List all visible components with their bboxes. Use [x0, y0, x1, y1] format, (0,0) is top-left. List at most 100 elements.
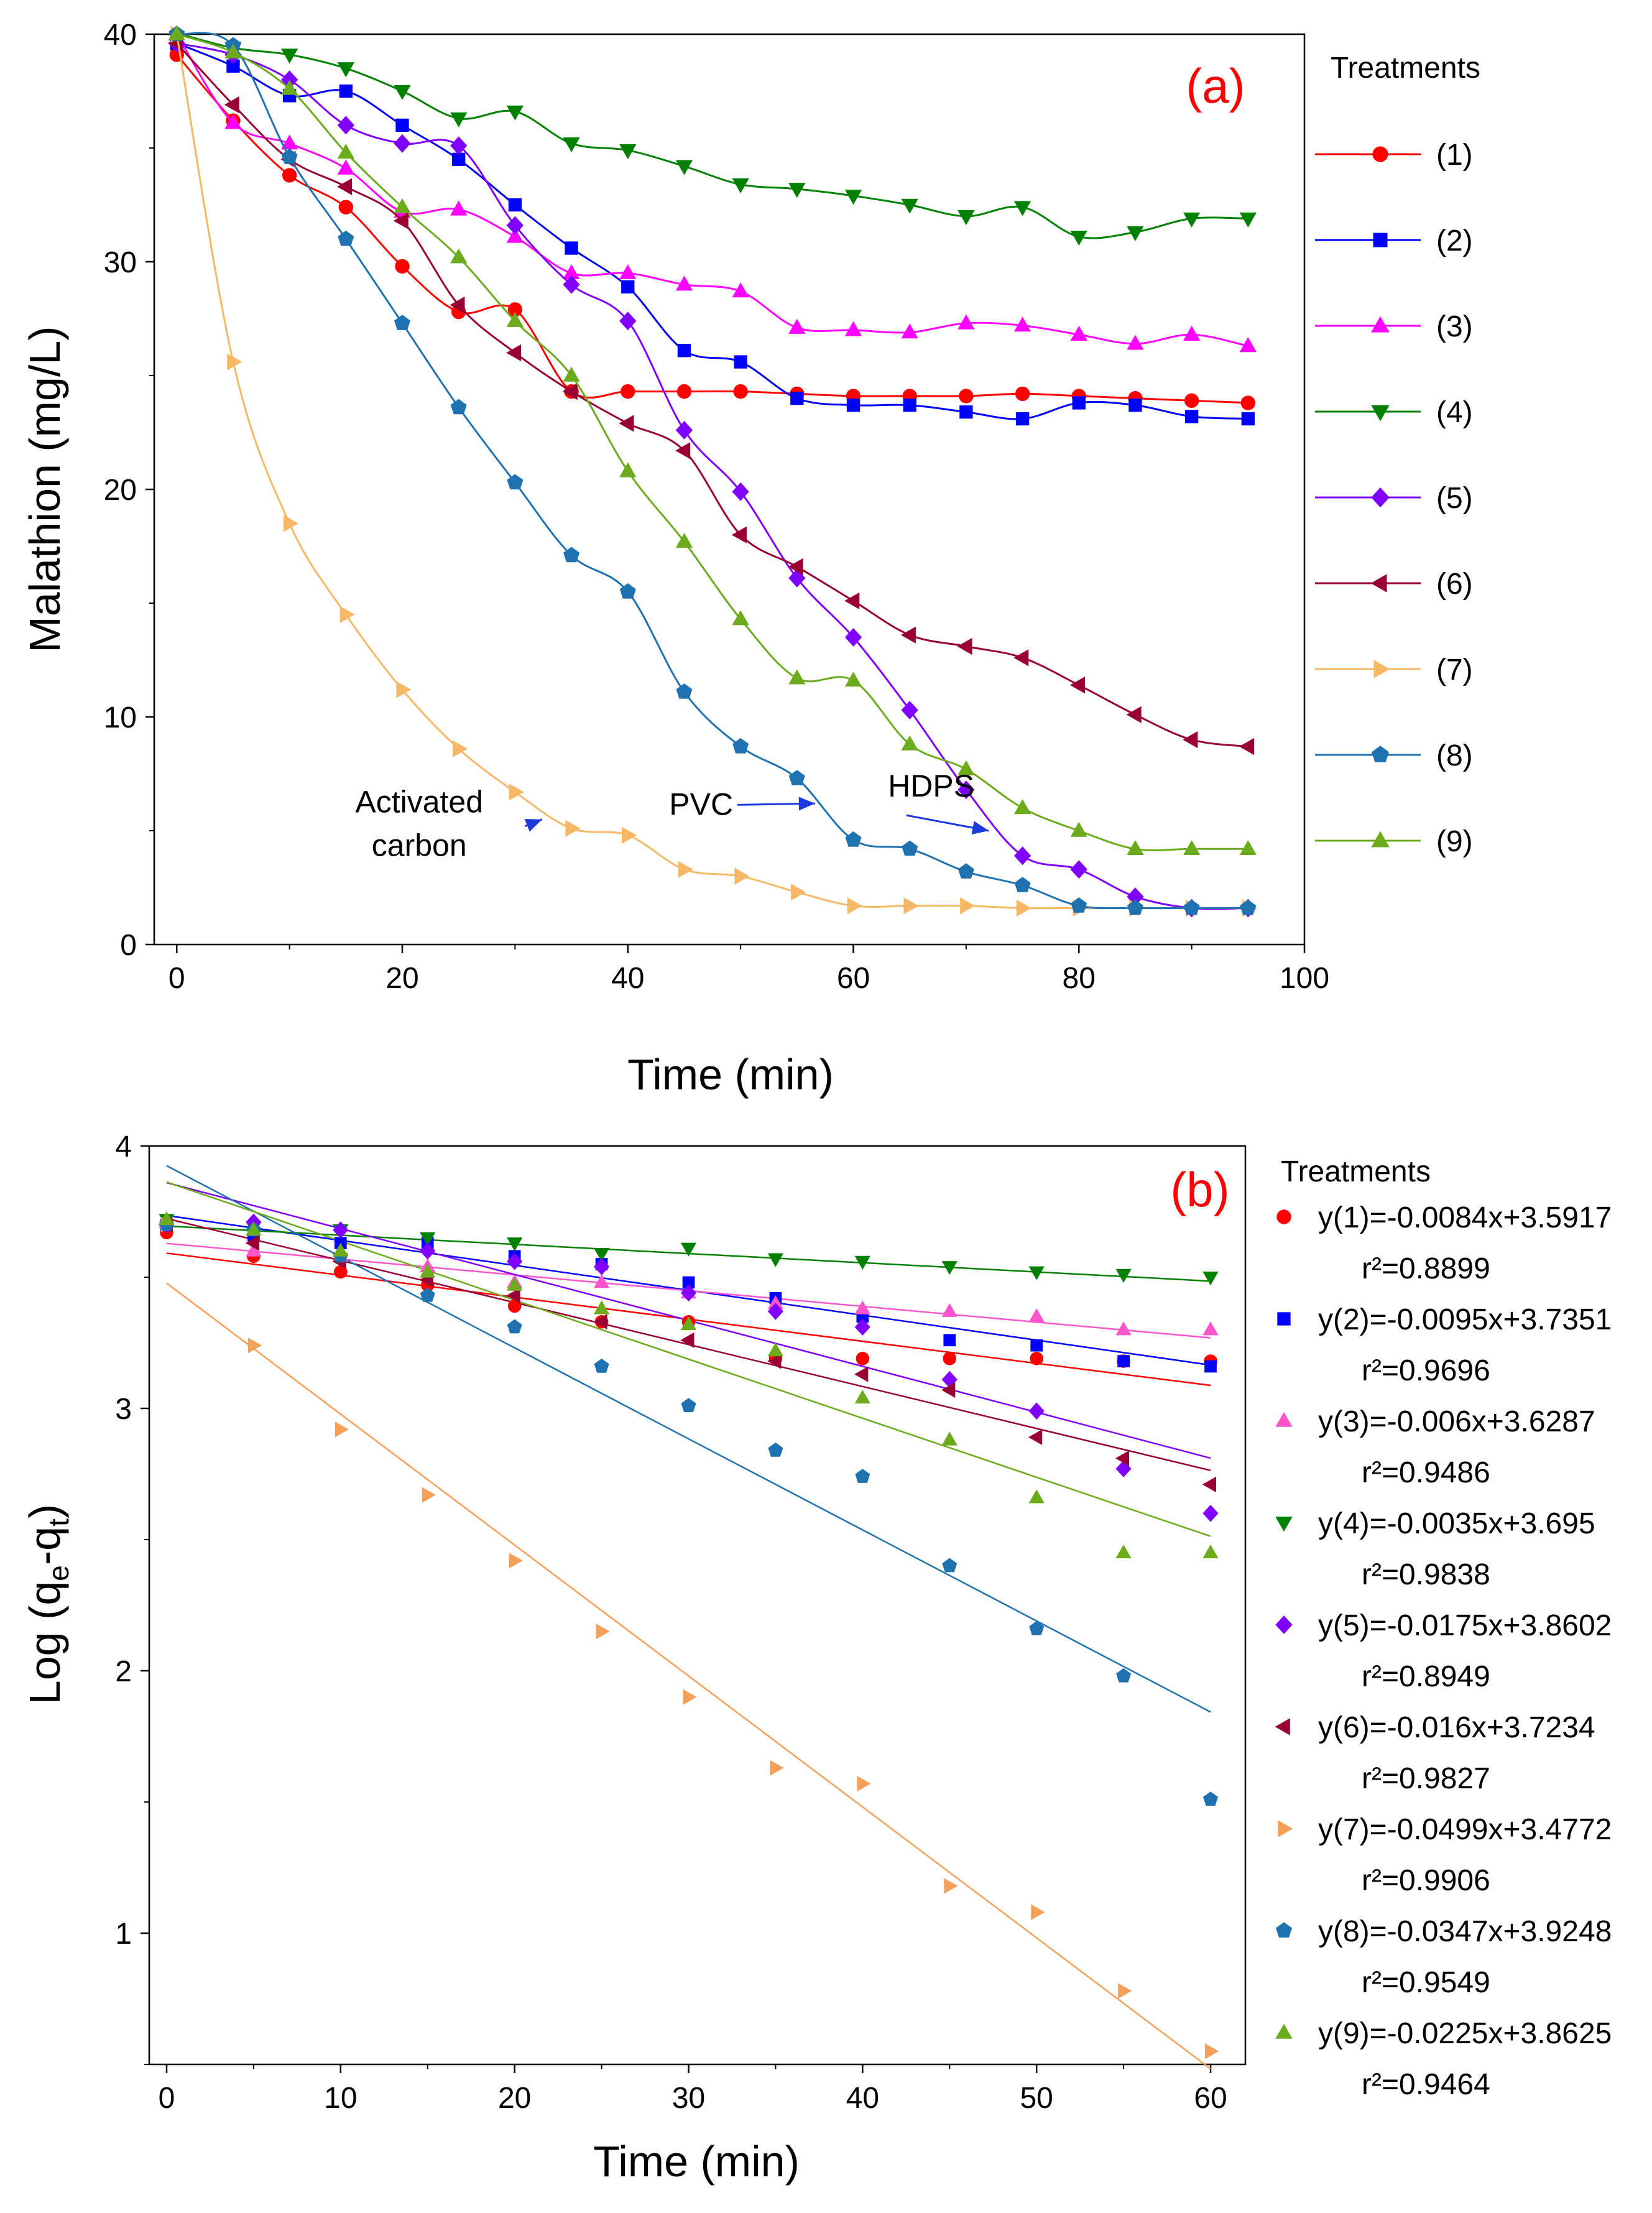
panel-a-data-point: [395, 118, 409, 132]
panel-b-data-point: [942, 1558, 958, 1573]
panel-a-legend-label: (9): [1436, 825, 1473, 858]
panel-a-data-point: [675, 532, 693, 548]
panel-b-series-5: [159, 1213, 1219, 1522]
panel-b-x-axis-title: Time (min): [593, 2137, 800, 2186]
panel-a-series-line: [176, 53, 1248, 404]
panel-a-annotation-text: carbon: [372, 828, 467, 863]
panel-b-data-point: [594, 1258, 610, 1275]
panel-a-data-point: [1239, 840, 1257, 855]
panel-a-legend-label: (1): [1436, 139, 1473, 172]
panel-b-data-point: [680, 1284, 697, 1302]
panel-b-y-tick-label: 4: [115, 1130, 132, 1163]
panel-b-data-point: [1115, 1268, 1132, 1283]
panel-b-data-point: [683, 1689, 697, 1705]
panel-b-legend-item-3: y(3)=-0.006x+3.6287 r²=0.9486: [1275, 1405, 1595, 1489]
panel-a-annotations: Activated carbon PVC HDPS: [355, 769, 989, 863]
panel-b-data-point: [770, 1760, 784, 1776]
panel-a-data-point: [338, 200, 354, 215]
panel-b-label: (b): [1170, 1162, 1229, 1217]
panel-a-legend-item-8: (8): [1315, 739, 1473, 772]
panel-a-axis-ticks: 0 20 40 60 80 100 0 10 20 30 40: [104, 19, 1329, 995]
panel-a-data-point: [621, 384, 635, 399]
panel-b-x-tick-label: 40: [846, 2082, 879, 2115]
panel-a-legend-label: (5): [1436, 482, 1473, 515]
panel-b-legend-marker: [1276, 1209, 1291, 1224]
panel-b-legend-marker: [1275, 1517, 1293, 1532]
panel-a-legend-title: Treatments: [1331, 52, 1480, 85]
panel-a-x-tick-label: 60: [837, 962, 870, 995]
panel-a-y-tick-label: 40: [104, 19, 137, 52]
panel-a-data-point: [732, 178, 749, 193]
panel-a-data-point: [733, 384, 748, 399]
panel-b-data-point: [1028, 1429, 1043, 1445]
panel-a-data-point: [224, 44, 242, 58]
panel-b-data-point: [420, 1287, 435, 1302]
panel-a-data-point: [1127, 899, 1143, 915]
panel-b-legend-r2: r²=0.9906: [1362, 1864, 1490, 1897]
panel-a-y-axis-title: Malathion (mg/L): [21, 326, 69, 652]
panel-a-data-point: [450, 399, 467, 415]
panel-a-series-line: [175, 34, 1248, 910]
panel-a-data-point: [900, 626, 916, 644]
panel-a-series-line: [176, 42, 1248, 420]
panel-a-data-point: [1239, 212, 1257, 228]
panel-a-data-point: [450, 200, 468, 216]
panel-a-x-axis-title: Time (min): [627, 1050, 834, 1099]
panel-b-legend-equation: y(4)=-0.0035x+3.695: [1318, 1507, 1595, 1540]
panel-a-data-point: [847, 897, 862, 915]
panel-a-data-point: [788, 669, 806, 685]
panel-a-data-point: [678, 861, 693, 878]
panel-a-data-point: [621, 280, 635, 293]
panel-a-legend-label: (7): [1436, 654, 1473, 686]
panel-a-data-point: [224, 96, 239, 114]
panel-a-data-point: [622, 826, 637, 844]
panel-b-x-tick-label: 0: [159, 2082, 175, 2115]
panel-a-data-point: [339, 606, 355, 623]
panel-b-legend-marker: [1275, 1615, 1293, 1634]
panel-a-data-point: [395, 259, 410, 274]
panel-a-data-point: [788, 568, 806, 588]
panel-b-x-tick-label: 60: [1194, 2082, 1227, 2115]
panel-a-data-point: [1070, 231, 1087, 246]
panel-a-data-point: [790, 391, 804, 405]
panel-b-fit-line-7: [166, 1282, 1211, 2070]
panel-b-legend-equation: y(8)=-0.0347x+3.9248: [1318, 1915, 1612, 1948]
panel-b-legend-marker: [1276, 1922, 1292, 1938]
panel-a-data-point: [1016, 899, 1031, 917]
panel-a-data-point: [394, 198, 411, 213]
panel-b-data-point: [1117, 1355, 1130, 1367]
panel-a-data-point: [958, 210, 975, 226]
panel-b-legend-marker: [1275, 2023, 1293, 2039]
panel-b-data-point: [767, 1342, 783, 1357]
panel-a-annotation-1: Activated carbon: [355, 785, 543, 863]
panel-a-data-point: [339, 84, 353, 98]
panel-a-data-point: [453, 740, 468, 757]
panel-b-data-point: [1031, 1904, 1045, 1920]
panel-a-data-point: [337, 62, 354, 78]
panel-b-data-point: [506, 1287, 520, 1304]
panel-b-data-point: [159, 1211, 175, 1226]
panel-b-legend-marker: [1275, 1411, 1293, 1427]
panel-a-data-point: [1240, 899, 1257, 915]
panel-b-legend-r2: r²=0.9827: [1362, 1762, 1490, 1795]
panel-a-data-point: [1014, 877, 1031, 892]
panel-b-data-point: [333, 1242, 349, 1257]
panel-b-legend-equation: y(1)=-0.0084x+3.5917: [1318, 1201, 1612, 1234]
panel-b-legend-r2: r²=0.8949: [1362, 1660, 1490, 1693]
panel-a-data-point: [565, 241, 578, 255]
panel-b-data-point: [767, 1253, 783, 1267]
panel-b-legend-r2: r²=0.9486: [1362, 1456, 1490, 1489]
panel-b-data-point: [507, 1252, 523, 1270]
panel-a-data-point: [562, 383, 578, 400]
panel-b-plot-frame: [148, 1145, 1247, 2066]
panel-a-series-line: [176, 32, 1248, 239]
panel-b-legend-marker: [1278, 1820, 1293, 1837]
panel-b-data-point: [941, 1261, 958, 1275]
panel-b-data-point: [507, 1319, 522, 1334]
panel-a-series-line: [176, 42, 1248, 748]
panel-a-legend-marker: [1372, 746, 1389, 762]
panel-b-data-point: [854, 1366, 869, 1382]
panel-a-data-point: [450, 136, 468, 155]
panel-b-legend-r2: r²=0.9696: [1362, 1354, 1490, 1387]
panel-b-data-point: [594, 1358, 609, 1373]
